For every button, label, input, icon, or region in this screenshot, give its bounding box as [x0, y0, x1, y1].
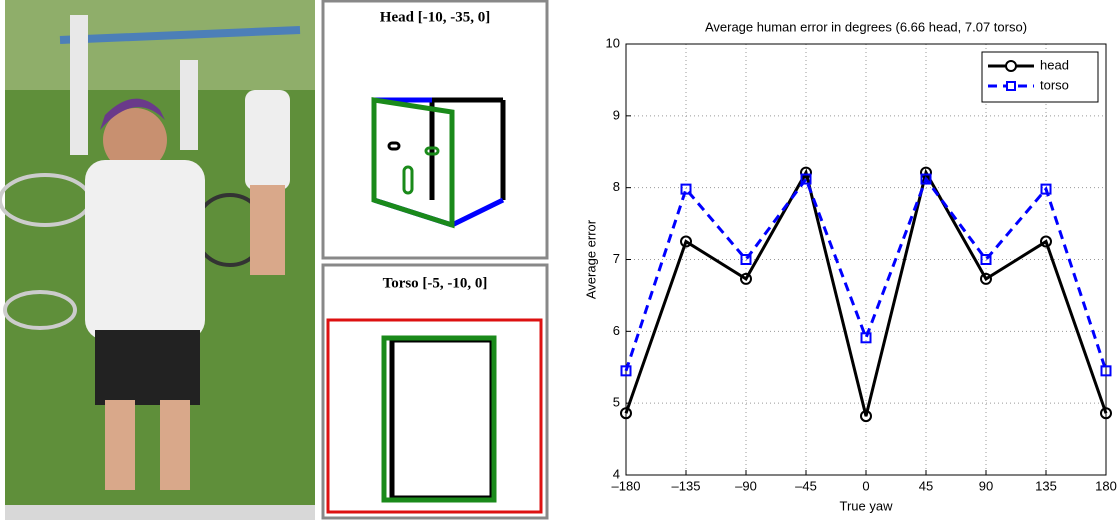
point: [1100, 365, 1112, 377]
x-tick-label: –180: [612, 478, 641, 493]
y-tick-label: 8: [613, 179, 620, 194]
point: [1100, 407, 1112, 420]
point: [680, 183, 692, 195]
point: [980, 254, 992, 265]
chart-title: Average human error in degrees (6.66 hea…: [705, 19, 1027, 34]
torso-panel: [321, 263, 549, 520]
head-title: Head [-10, -35, 0]: [380, 9, 490, 25]
x-axis-label: True yaw: [840, 498, 894, 513]
point: [740, 254, 752, 265]
y-axis-label: Average error: [583, 219, 598, 299]
x-tick-label: 0: [862, 478, 869, 493]
x-tick-label: 180: [1095, 478, 1117, 493]
head-panel: [321, 0, 549, 260]
y-tick-label: 4: [613, 466, 620, 481]
point: [860, 332, 872, 344]
point: [800, 166, 812, 179]
y-tick-label: 5: [613, 395, 620, 410]
point: [1040, 235, 1052, 248]
y-tick-label: 7: [613, 251, 620, 266]
point: [920, 173, 932, 185]
x-tick-label: –90: [735, 478, 757, 493]
x-tick-label: –45: [795, 478, 817, 493]
legend-marker: [1005, 60, 1017, 72]
point: [620, 407, 632, 420]
point: [860, 410, 872, 423]
photo: [0, 0, 315, 520]
y-tick-label: 9: [613, 107, 620, 122]
legend-label: torso: [1040, 77, 1069, 92]
torso-title: Torso [-5, -10, 0]: [383, 275, 488, 291]
series-line: [624, 175, 1108, 372]
point: [740, 272, 752, 285]
legend: [981, 51, 1099, 103]
y-tick-label: 6: [613, 323, 620, 338]
point: [1040, 183, 1052, 195]
x-tick-label: –135: [672, 478, 701, 493]
series-line: [624, 168, 1108, 417]
point: [800, 173, 812, 185]
legend-label: head: [1040, 57, 1069, 72]
x-tick-label: 90: [979, 478, 993, 493]
x-tick-label: 45: [919, 478, 933, 493]
x-tick-label: 135: [1035, 478, 1057, 493]
legend-marker: [1006, 81, 1016, 91]
point: [620, 365, 632, 377]
point: [680, 235, 692, 248]
plot-frame: [625, 43, 1107, 476]
torso-crop: [326, 318, 543, 514]
y-tick-label: 10: [606, 35, 620, 50]
torso-box: [381, 335, 497, 503]
head-box: [371, 97, 506, 229]
point: [980, 272, 992, 285]
